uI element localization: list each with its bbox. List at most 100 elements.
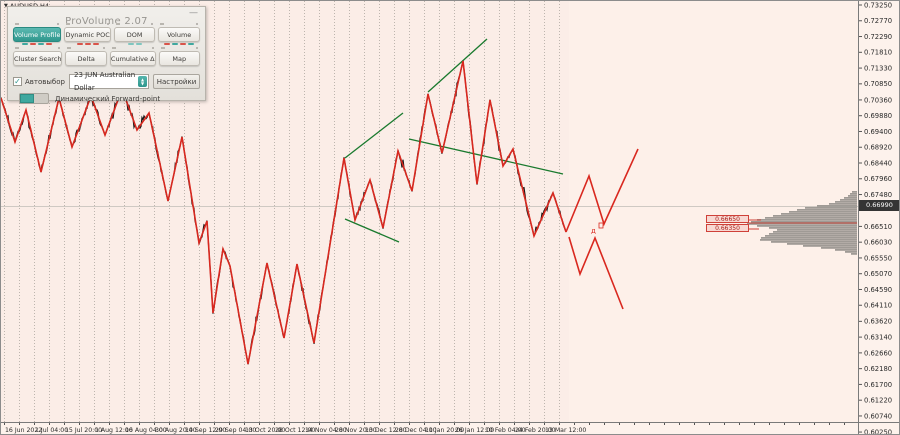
panel-title: ProVolume 2.07 — [65, 16, 148, 27]
svg-text:0.63140: 0.63140 — [864, 334, 892, 342]
panel-button-cell: Delta — [65, 47, 107, 70]
button-indicator-dashes — [64, 43, 110, 46]
svg-text:16 Aug 04:00: 16 Aug 04:00 — [125, 427, 167, 434]
green-trendlines[interactable] — [344, 38, 564, 243]
svg-text:1 Aug 12:00: 1 Aug 12:00 — [95, 427, 133, 434]
svg-text:13 Oct 20:00: 13 Oct 20:00 — [245, 427, 285, 434]
svg-text:28 Dec 04:00: 28 Dec 04:00 — [395, 427, 437, 434]
panel-button-dom[interactable]: DOM — [113, 27, 156, 42]
svg-text:26 Jan 12:00: 26 Jan 12:00 — [455, 427, 494, 434]
svg-text:14 Nov 04:00: 14 Nov 04:00 — [305, 427, 347, 434]
button-indicator-dashes — [13, 43, 61, 46]
forward-point-label: Динамический Forward-point — [55, 94, 161, 103]
svg-text:0.71330: 0.71330 — [864, 64, 892, 72]
zigzag-indicator — [1, 60, 567, 365]
svg-text:1 Jul 04:00: 1 Jul 04:00 — [35, 427, 68, 434]
panel-button-volume-profile[interactable]: Volume Profile — [13, 27, 62, 42]
panel-button-cell: Volume — [158, 23, 200, 46]
forecast-pattern-upper[interactable] — [565, 148, 639, 233]
svg-text:13 Mar 12:00: 13 Mar 12:00 — [545, 427, 586, 434]
forecast-wave-label: д — [591, 227, 596, 235]
trendline[interactable] — [408, 138, 564, 175]
panel-button-cell: Map — [158, 47, 200, 70]
forecast-price-label-lower: 0.66350 — [706, 224, 749, 232]
panel-button-dynamic-poc[interactable]: Dynamic POC — [64, 27, 111, 42]
svg-text:28 Oct 12:00: 28 Oct 12:00 — [275, 427, 315, 434]
svg-text:0.60740: 0.60740 — [864, 412, 892, 420]
button-mini-icons — [14, 23, 60, 26]
svg-text:30 Aug 20:00: 30 Aug 20:00 — [155, 427, 197, 434]
button-mini-icons — [115, 23, 155, 26]
panel-title-bar: ProVolume 2.07 — — [13, 8, 200, 27]
toggle-knob — [20, 94, 34, 103]
svg-text:0.64110: 0.64110 — [864, 302, 892, 310]
forward-point-toggle[interactable] — [19, 93, 49, 104]
svg-text:0.68440: 0.68440 — [864, 159, 892, 167]
svg-text:0.63620: 0.63620 — [864, 318, 892, 326]
panel-button-cell: Dynamic POC — [64, 23, 111, 46]
svg-text:29 Sep 04:00: 29 Sep 04:00 — [215, 427, 256, 434]
svg-text:0.70360: 0.70360 — [864, 96, 892, 104]
button-mini-icons — [65, 23, 109, 26]
panel-button-delta[interactable]: Delta — [65, 51, 107, 66]
panel-button-map[interactable]: Map — [158, 51, 200, 66]
svg-text:10 Feb 04:00: 10 Feb 04:00 — [485, 427, 526, 434]
panel-controls-row: ✓ Автовыбор 23 JUN Australian Dollar ▲ ▼ … — [13, 71, 200, 92]
instrument-dropdown[interactable]: 23 JUN Australian Dollar ▲ ▼ — [68, 71, 149, 92]
panel-button-row-2: Cluster Search Delta Cumulative Δ Map — [13, 47, 200, 70]
svg-text:0.61700: 0.61700 — [864, 381, 892, 389]
svg-text:0.67480: 0.67480 — [864, 191, 892, 199]
chart-collapse-icon[interactable]: ▼ — [4, 3, 8, 9]
button-mini-icons — [160, 47, 199, 50]
svg-text:0.72290: 0.72290 — [864, 33, 892, 41]
forecast-price-labels: 0.66650 0.66350 — [706, 215, 749, 232]
trendline[interactable] — [427, 38, 488, 93]
button-indicator-dashes — [114, 43, 156, 46]
forward-point-row: Динамический Forward-point — [13, 93, 200, 104]
forecast-pattern-lower[interactable] — [568, 235, 624, 310]
svg-text:24 Feb 20:00: 24 Feb 20:00 — [515, 427, 556, 434]
price-tick-labels: 0.73250 0.72770 0.72290 0.71810 0.71330 0.708… — [859, 1, 892, 435]
svg-text:0.70850: 0.70850 — [864, 80, 892, 88]
svg-text:11 Jan 20:00: 11 Jan 20:00 — [425, 427, 464, 434]
settings-button[interactable]: Настройки — [153, 74, 200, 89]
forecast-price-label-upper: 0.66650 — [706, 215, 749, 223]
svg-text:14 Sep 12:00: 14 Sep 12:00 — [185, 427, 226, 434]
panel-button-cumulative[interactable]: Cumulative Δ — [109, 51, 156, 66]
volume-profile — [747, 191, 857, 255]
dropdown-spinner-icon[interactable]: ▲ ▼ — [138, 76, 147, 87]
svg-text:0.66510: 0.66510 — [864, 223, 892, 231]
trendline[interactable] — [344, 112, 404, 159]
svg-text:0.67960: 0.67960 — [864, 175, 892, 183]
trendline[interactable] — [344, 218, 400, 243]
provolume-panel: ProVolume 2.07 — Volume Profile Dynamic P… — [7, 6, 206, 104]
svg-text:15 Jul 20:00: 15 Jul 20:00 — [65, 427, 102, 434]
button-mini-icons — [111, 47, 155, 50]
svg-text:0.61220: 0.61220 — [864, 397, 892, 405]
svg-text:0.62660: 0.62660 — [864, 349, 892, 357]
panel-button-cell: DOM — [113, 23, 156, 46]
minimize-button[interactable]: — — [189, 8, 198, 18]
panel-button-row-1: Volume Profile Dynamic POC DOM Volume — [13, 23, 200, 46]
svg-text:0.60250: 0.60250 — [864, 428, 892, 435]
price-axis — [858, 1, 899, 434]
svg-text:0.62180: 0.62180 — [864, 365, 892, 373]
current-price-box: 0.66990 — [859, 200, 899, 211]
svg-text:0.65070: 0.65070 — [864, 270, 892, 278]
button-indicator-dashes — [158, 43, 200, 46]
autoselect-label: Автовыбор — [25, 77, 65, 86]
panel-button-cluster-search[interactable]: Cluster Search — [13, 51, 63, 66]
svg-text:0.69400: 0.69400 — [864, 128, 892, 136]
svg-text:0.64590: 0.64590 — [864, 286, 892, 294]
time-axis — [1, 422, 858, 434]
autoselect-checkbox[interactable]: ✓ Автовыбор — [13, 77, 65, 86]
svg-text:0.72770: 0.72770 — [864, 17, 892, 25]
panel-button-cell: Cumulative Δ — [109, 47, 156, 70]
button-mini-icons — [66, 47, 105, 50]
forecast-flag-icon — [598, 222, 604, 229]
button-mini-icons — [14, 47, 61, 50]
panel-button-volume[interactable]: Volume — [158, 27, 200, 42]
